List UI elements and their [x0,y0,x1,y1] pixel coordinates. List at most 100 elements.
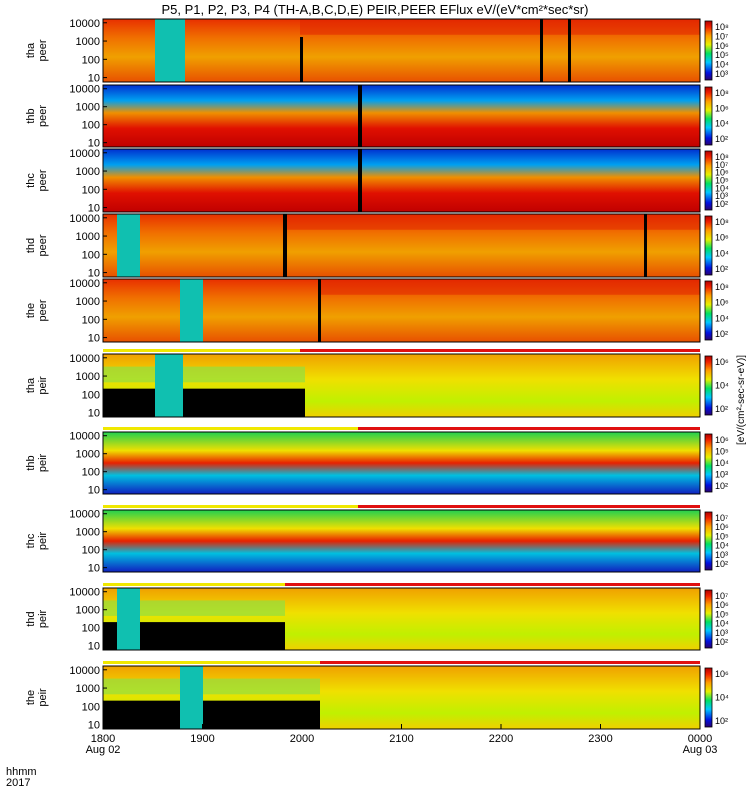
panel-8-ytick-label: 100 [82,545,100,557]
panel-5-high-energy-band [320,279,700,295]
panel-5-ytick-label: 1000 [76,296,100,308]
panel-6-sparse-band [103,366,305,383]
panel-2-data-gap-1 [358,85,362,147]
panel-2-ytick-label: 10 [88,138,100,150]
panel-10-sparse-band [103,678,320,695]
panel-4-data-gap-2 [644,214,647,277]
panel-10-mode-bar-slow [103,661,320,664]
panel-7-ytick-label: 10000 [69,431,100,443]
panel-4-ytick-label: 10000 [69,213,100,225]
panel-7-ytick-label: 1000 [76,449,100,461]
panel-1-colorbar-tick: 10³ [715,69,728,79]
panel-4-colorbar-tick: 10⁶ [715,233,729,243]
panel-1-high-energy-band [300,19,700,35]
panel-2-colorbar-tick: 10² [715,134,728,144]
panel-8-spectrogram [103,510,700,572]
panel-7-mode-bar-slow [103,427,358,430]
panel-1-ylabel-product: peer [37,39,49,61]
panel-7-colorbar-tick: 10⁶ [715,435,729,445]
panel-1-frame [102,18,701,83]
panel-1-colorbar-tick: 10⁷ [715,31,728,41]
panel-4-high-energy-band [285,214,700,230]
panel-3-spectrogram [103,149,700,212]
panel-9-gap-band [117,588,140,650]
time-tick-label: 0000 [688,733,712,745]
panel-2-colorbar-tick: 10⁶ [715,103,729,113]
panel-4-ytick-label: 1000 [76,231,100,243]
panel-1-colorbar-tick: 10⁴ [715,60,729,70]
panel-3-colorbar-tick: 10² [715,199,728,209]
panel-5-data-gap-1 [318,279,321,342]
panel-8-colorbar-tick: 10² [715,559,728,569]
panel-9-colorbar-tick: 10⁵ [715,609,729,619]
panel-9-ylabel-probe: thd [25,611,37,626]
time-tick-label: 1800 [91,733,115,745]
panel-3-ytick-label: 10000 [69,148,100,160]
time-tick-label: 2100 [389,733,413,745]
panel-9-ytick-label: 1000 [76,605,100,617]
panel-4-ytick-label: 100 [82,249,100,261]
panel-10-colorbar [704,667,713,728]
panel-7-mode-bar-fast [358,427,700,430]
panel-4-ylabel-probe: thd [25,238,37,253]
panel-9-colorbar-tick: 10² [715,637,728,647]
panel-7-spectrogram [103,432,700,494]
panel-9-colorbar-tick: 10⁴ [715,619,729,629]
panel-8-colorbar-tick: 10⁶ [715,522,729,532]
panel-6-colorbar-tick: 10⁶ [715,357,729,367]
panel-8-ylabel-product: peir [37,531,49,550]
panel-1-colorbar [704,20,713,81]
panel-2-spectrogram [103,85,700,147]
panel-6-ytick-label: 100 [82,389,100,401]
date-label-start: Aug 02 [86,744,121,756]
panel-8-colorbar [704,511,713,571]
time-tick-label: 1900 [190,733,214,745]
year-label: 2017 [6,777,31,789]
panel-8-colorbar-tick: 10⁴ [715,541,729,551]
time-axis-row-label: hhmm [6,766,37,778]
panel-5-colorbar-tick: 10² [715,329,728,339]
date-label-end: Aug 03 [683,744,718,756]
panel-2-ylabel-probe: thb [25,108,37,123]
time-tick-label: 2000 [290,733,314,745]
panel-7-colorbar-tick: 10⁵ [715,447,729,457]
panel-9-mode-bar-slow [103,583,285,586]
time-tick-label: 2300 [588,733,612,745]
panel-3-colorbar-tick: 10⁵ [715,176,729,186]
panel-1-ylabel-probe: tha [25,42,37,58]
panel-3-colorbar-tick: 10⁷ [715,160,728,170]
panel-2-ytick-label: 1000 [76,102,100,114]
panel-3-ytick-label: 1000 [76,166,100,178]
panel-1-ytick-label: 100 [82,54,100,66]
panel-9-mode-bar-fast [285,583,700,586]
panel-6-colorbar-tick: 10² [715,404,728,414]
panel-8-ytick-label: 10 [88,563,100,575]
panel-2-colorbar-tick: 10⁸ [715,88,729,98]
panel-8-colorbar-tick: 10⁷ [715,513,728,523]
panel-1-colorbar-tick: 10⁵ [715,50,729,60]
panel-3-colorbar-tick: 10⁸ [715,152,729,162]
panel-6-gap-band [155,354,183,417]
panel-9-colorbar [704,589,713,649]
panel-4-frame [102,213,701,278]
panel-4-ytick-label: 10 [88,268,100,280]
panel-6-mode-bar-slow [103,349,300,352]
panel-4-gap-band [117,214,140,277]
panel-5-colorbar-tick: 10⁸ [715,282,729,292]
panel-3-colorbar-tick: 10⁴ [715,183,729,193]
panel-5-gap-band [180,279,203,342]
panel-5-colorbar [704,280,713,341]
panel-1-ytick-label: 10000 [69,18,100,30]
panel-1-data-gap-2 [540,19,543,82]
panel-3-data-gap-1 [358,149,362,212]
panel-10-ylabel-product: peir [37,688,49,707]
panel-3-colorbar [704,150,713,211]
panel-10-ytick-label: 100 [82,701,100,713]
panel-3-frame [102,148,701,213]
panel-1-colorbar-tick: 10⁶ [715,41,729,51]
panel-4-colorbar [704,215,713,276]
panel-9-ytick-label: 10000 [69,587,100,599]
panel-2-colorbar [704,86,713,146]
panel-7-ylabel-product: peir [37,453,49,472]
